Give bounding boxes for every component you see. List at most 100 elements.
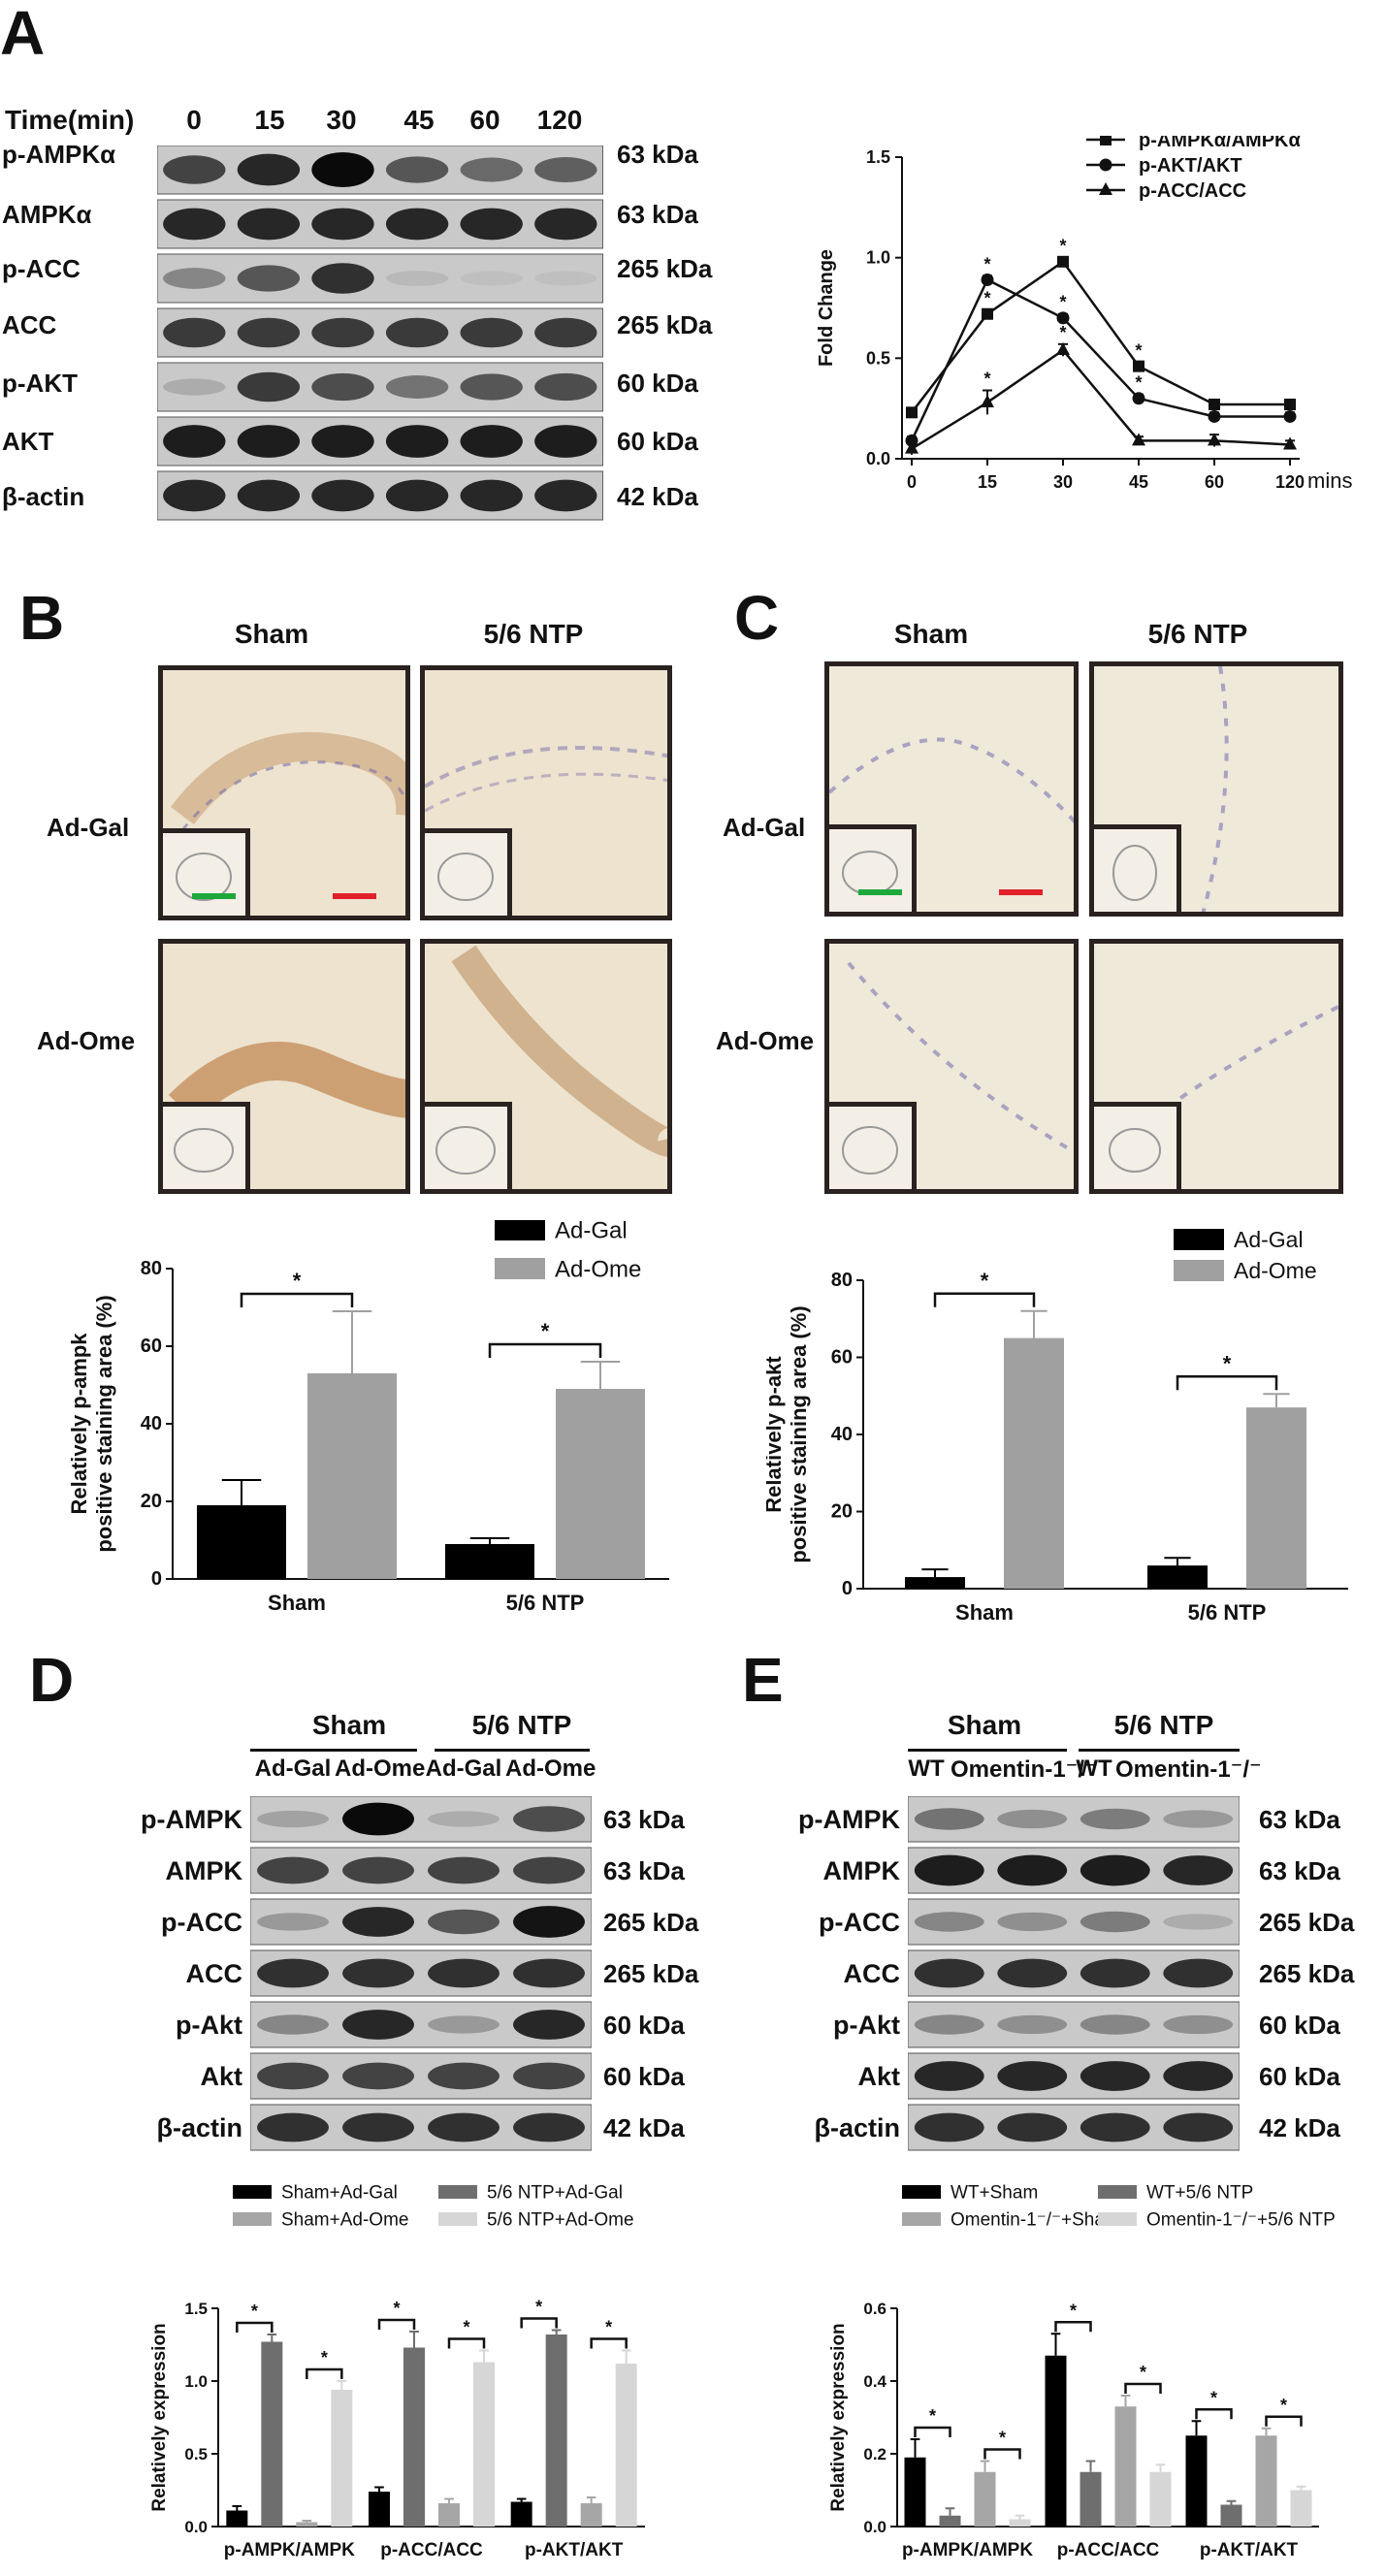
bar <box>904 2457 926 2527</box>
significance-marker: * <box>983 370 990 389</box>
time-point: 45 <box>403 105 435 135</box>
micrograph-b-ntp-ome <box>420 939 672 1194</box>
col-title-ntp: 5/6 NTP <box>483 619 584 649</box>
significance-bracket <box>488 1342 602 1358</box>
lane-label: Ad-Gal <box>425 1755 502 1782</box>
data-point <box>1133 360 1144 372</box>
bar <box>1255 2435 1277 2527</box>
bar <box>226 2510 248 2527</box>
data-point <box>1208 409 1221 423</box>
significance-bracket <box>306 2367 343 2379</box>
molecular-weight: 63 kDa <box>1259 1805 1340 1834</box>
significance-bracket <box>236 2321 274 2333</box>
blot-band <box>163 425 226 458</box>
legend-label: p-ACC/ACC <box>1139 180 1246 202</box>
y-tick-label: 1.0 <box>184 2372 208 2391</box>
data-point <box>1057 255 1069 268</box>
blot-row-label: Akt <box>857 2062 900 2091</box>
legend-label: Ad-Ome <box>555 1256 641 1282</box>
blot-row-label: p-ACC <box>819 1908 900 1937</box>
bar <box>403 2347 425 2527</box>
bar <box>905 1577 965 1589</box>
row-title-ad-gal: Ad-Gal <box>47 813 130 842</box>
blot-band <box>257 1958 329 1988</box>
blot-row-label: p-Akt <box>833 2011 900 2040</box>
significance-bracket <box>914 2426 951 2437</box>
group-bracket <box>908 1749 1067 1752</box>
blot-band <box>342 1856 414 1884</box>
y-tick-label: 0.4 <box>863 2372 886 2391</box>
x-unit-label: mins <box>1307 468 1352 493</box>
blot-band <box>1163 1810 1234 1828</box>
legend-label: Sham+Ad-Gal <box>281 2183 398 2204</box>
significance-marker: * <box>605 2318 612 2337</box>
data-point <box>981 394 994 407</box>
blot-band <box>914 1958 984 1988</box>
col-title-sham: Sham <box>893 619 969 649</box>
bar <box>1290 2490 1312 2527</box>
blot-band <box>513 1906 585 1938</box>
blot-band <box>385 479 449 512</box>
panel-e-expression-bar-chart: 0.0 0.2 0.4 0.6 Relatively expression p-AMPK/… <box>828 2183 1336 2560</box>
molecular-weight: 60 kDa <box>603 2062 685 2091</box>
molecular-weight: 42 kDa <box>617 482 698 511</box>
blot-row-label: β-actin <box>2 482 85 511</box>
significance-marker: * <box>293 1269 302 1293</box>
y-axis-label: Relatively expression <box>149 2323 170 2511</box>
group-bracket <box>1079 1749 1240 1752</box>
significance-bracket <box>1054 2321 1092 2333</box>
significance-bracket <box>447 2337 486 2349</box>
y-tick-label: 0.0 <box>184 2518 208 2536</box>
blot-band <box>1080 1854 1150 1886</box>
panel-label-a: A <box>0 0 46 68</box>
molecular-weight: 265 kDa <box>617 310 713 339</box>
bar <box>438 2503 460 2527</box>
y-axis-label-line: Relatively expression <box>828 2323 849 2511</box>
blot-band <box>237 479 301 512</box>
legend-swatch <box>495 1258 545 1279</box>
legend-swatch <box>1174 1229 1224 1250</box>
category-label: 5/6 NTP <box>506 1591 585 1615</box>
bar <box>1114 2406 1137 2527</box>
blot-band <box>385 156 449 183</box>
y-axis-label: Relatively expression <box>828 2323 849 2511</box>
significance-marker: * <box>1070 2301 1077 2320</box>
lane-label: Ad-Ome <box>335 1755 426 1782</box>
blot-band <box>914 1854 984 1886</box>
blot-strip <box>157 253 603 304</box>
data-point <box>905 440 919 454</box>
col-title-ntp: 5/6 NTP <box>1147 619 1248 649</box>
data-point <box>1208 433 1221 446</box>
p-ampk-staining-bar-chart: 0 20 40 60 80 Relatively p-ampkpositive stain… <box>68 1220 669 1615</box>
blot-row-label: β-actin <box>156 2113 243 2142</box>
significance-marker: * <box>981 1269 989 1293</box>
y-axis-label-line: positive staining area (%) <box>92 1295 116 1552</box>
blot-band <box>460 157 523 182</box>
blot-band <box>342 1907 414 1937</box>
x-tick-label: 0 <box>907 472 917 492</box>
blot-strip <box>157 307 603 358</box>
blot-band <box>237 265 301 292</box>
blot-row-label: AMPK <box>822 1856 901 1885</box>
time-point: 60 <box>469 105 500 135</box>
blot-row-label: ACC <box>185 1959 243 1988</box>
y-tick-label: 0.6 <box>863 2300 886 2318</box>
blot-band <box>163 378 226 396</box>
blot-band <box>513 1856 585 1884</box>
blot-band <box>342 2112 414 2142</box>
blot-band <box>311 425 374 458</box>
data-point <box>906 406 918 419</box>
significance-bracket <box>1176 1375 1278 1391</box>
legend-label: Ad-Ome <box>1234 1258 1317 1283</box>
blot-band <box>513 1958 585 1988</box>
bar <box>545 2334 567 2527</box>
lane-label: Ad-Gal <box>254 1755 332 1782</box>
y-tick-label: 0 <box>151 1568 162 1590</box>
molecular-weight: 63 kDa <box>603 1805 685 1834</box>
blot-band <box>534 425 597 458</box>
y-axis-label: Fold Change <box>816 249 837 367</box>
blot-band <box>428 2015 500 2034</box>
significance-bracket <box>240 1292 354 1307</box>
significance-marker: * <box>983 254 990 274</box>
bar <box>307 1373 397 1579</box>
